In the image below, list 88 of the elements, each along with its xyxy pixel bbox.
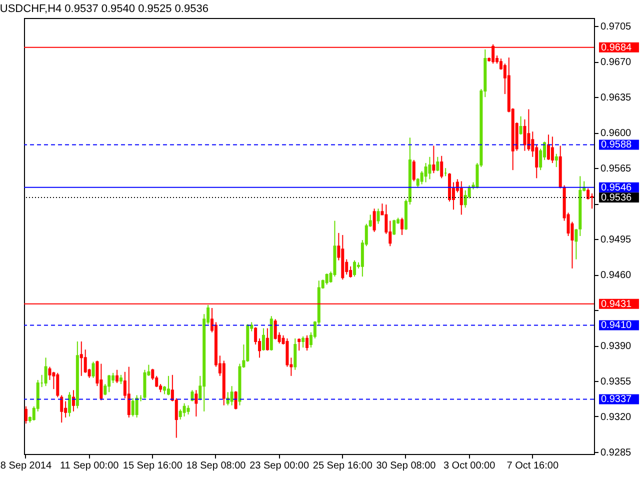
candlestick	[72, 390, 75, 412]
candlestick	[590, 192, 594, 210]
candlestick	[84, 349, 87, 374]
candlestick	[286, 338, 289, 368]
candlestick	[527, 108, 530, 152]
candlestick	[586, 188, 590, 200]
x-tick-label: 18 Sep 08:00	[186, 460, 246, 472]
candlestick	[92, 361, 95, 378]
candlestick	[400, 217, 404, 236]
ref-line-label: 0.9431	[601, 298, 632, 310]
candlestick	[464, 190, 467, 208]
x-tick-label: 3 Oct 00:00	[443, 460, 496, 472]
x-tick-label: 15 Sep 16:00	[122, 460, 183, 472]
candlestick	[186, 404, 190, 415]
candlestick	[298, 338, 301, 352]
candlestick	[266, 328, 269, 352]
candlestick	[108, 374, 111, 393]
candlestick	[302, 336, 305, 348]
candlestick	[44, 357, 48, 387]
candlestick	[574, 228, 578, 260]
candlestick	[80, 340, 83, 376]
candlestick	[432, 145, 436, 174]
x-tick-label: 11 Sep 00:00	[60, 460, 120, 472]
y-tick-label: 0.9390	[600, 341, 632, 352]
candlestick	[178, 408, 182, 420]
y-tick-label: 0.9635	[600, 92, 632, 104]
x-tick-label: 8 Sep 2014	[0, 460, 52, 472]
x-tick-label: 23 Sep 00:00	[250, 460, 310, 472]
candlestick	[112, 372, 115, 384]
candlestick	[436, 156, 440, 172]
candlestick	[349, 266, 352, 278]
candlestick	[60, 394, 64, 424]
y-tick-label: 0.9670	[600, 57, 632, 68]
candlestick	[135, 394, 138, 418]
candlestick	[353, 260, 356, 278]
y-tick-label: 0.9460	[600, 270, 632, 282]
x-tick-label: 25 Sep 16:00	[312, 460, 373, 472]
y-tick-label: 0.9705	[600, 22, 632, 33]
candlestick	[24, 406, 28, 424]
ref-line-label: 0.9588	[601, 140, 632, 151]
candlestick	[372, 208, 376, 232]
candlestick	[68, 392, 72, 417]
candlestick	[119, 374, 122, 385]
candlestick	[127, 366, 130, 418]
candlestick	[294, 338, 297, 370]
candlestick	[440, 155, 444, 179]
candlestick	[546, 134, 550, 160]
y-tick-label: 0.9355	[600, 376, 632, 388]
candlestick	[306, 334, 309, 352]
candlestick	[100, 363, 103, 401]
x-tick-label: 30 Sep 08:00	[376, 460, 436, 472]
candlestick	[234, 390, 238, 410]
ref-line-label: 0.9410	[601, 320, 632, 332]
candlestick	[412, 159, 416, 182]
candlestick	[325, 273, 328, 286]
candlestick	[460, 180, 463, 216]
y-tick-label: 0.9495	[600, 234, 632, 246]
candlestick	[274, 318, 277, 340]
candlestick	[116, 369, 119, 384]
ref-line-label: 0.9536	[601, 192, 632, 204]
candlestick	[230, 386, 234, 406]
candlestick	[48, 366, 52, 380]
candlestick	[262, 328, 265, 352]
candlestick	[428, 156, 432, 180]
candlestick	[56, 372, 60, 398]
candlestick	[64, 400, 68, 418]
y-tick-label: 0.9320	[600, 412, 632, 423]
candlestick	[131, 398, 134, 417]
candlestick	[166, 375, 170, 396]
y-tick-label: 0.9565	[600, 164, 632, 175]
candlestick	[420, 170, 424, 185]
candlestick	[190, 390, 194, 402]
y-tick-label: 0.9285	[600, 447, 632, 458]
candlestick	[550, 136, 554, 164]
candlestick	[554, 153, 558, 168]
chart-title: USDCHF,H4 0.9537 0.9540 0.9525 0.9536	[0, 3, 208, 15]
ref-line-label: 0.9337	[601, 394, 632, 406]
candlestick	[523, 118, 526, 152]
candlestick	[392, 219, 396, 236]
x-tick-label: 7 Oct 16:00	[506, 460, 559, 472]
candlestick	[376, 208, 380, 224]
y-tick-label: 0.9600	[600, 128, 632, 140]
candlestick	[194, 390, 198, 417]
ref-line-label: 0.9684	[601, 42, 632, 54]
candlestick	[182, 402, 186, 417]
candlestick	[226, 392, 230, 406]
ref-line-label: 0.9546	[601, 182, 632, 194]
candlestick	[519, 116, 522, 136]
